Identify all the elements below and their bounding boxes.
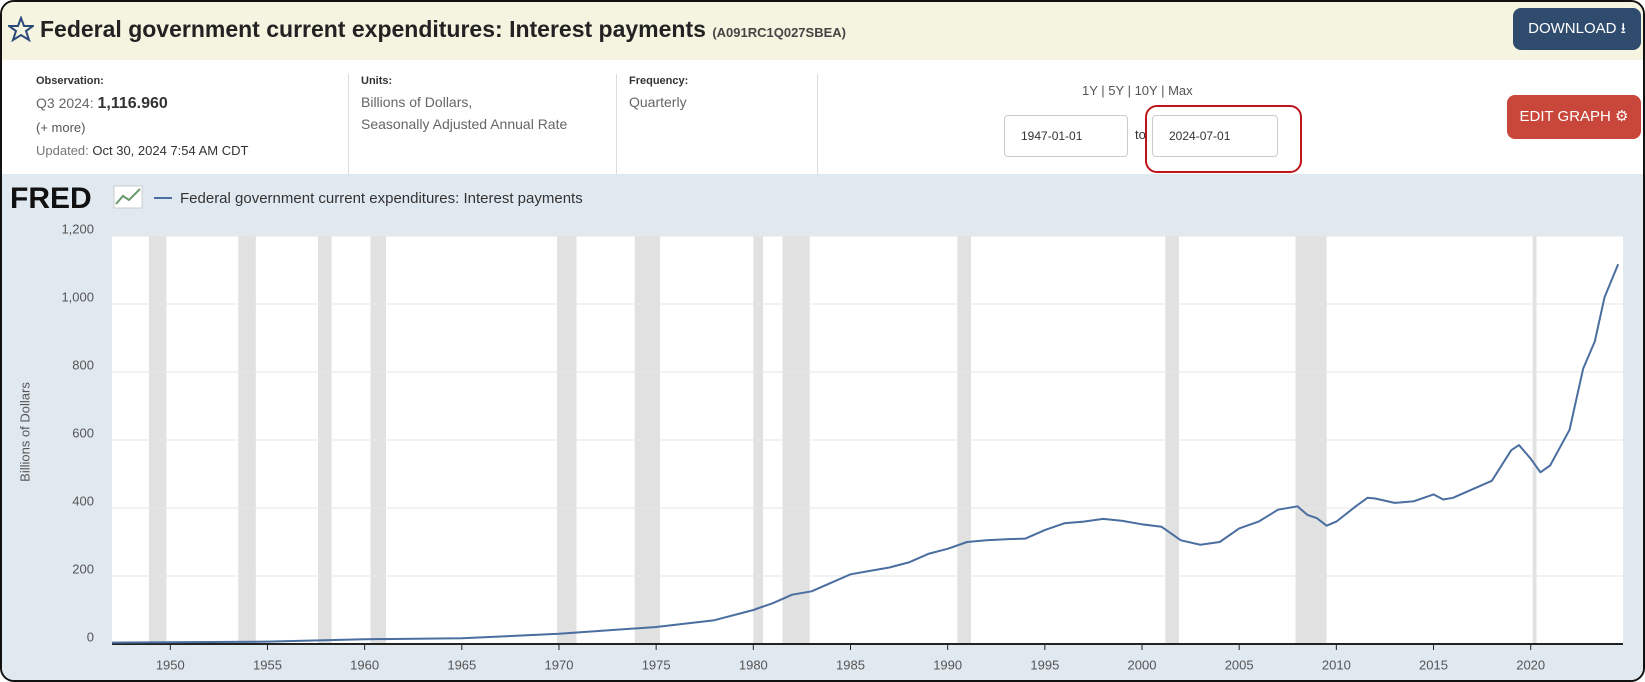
highlight-box bbox=[1145, 105, 1302, 173]
series-id: (A091RC1Q027SBEA) bbox=[712, 25, 846, 40]
updated-date: Oct 30, 2024 7:54 AM CDT bbox=[92, 143, 249, 158]
range-link[interactable]: 5Y bbox=[1108, 83, 1124, 98]
divider bbox=[348, 74, 349, 174]
to-label: to bbox=[1135, 127, 1146, 142]
x-tick-label: 1975 bbox=[642, 657, 671, 672]
chart: FRED Federal government current expendit… bbox=[2, 174, 1643, 680]
x-tick-label: 1955 bbox=[253, 657, 282, 672]
units-line: Billions of Dollars, bbox=[361, 94, 473, 110]
download-label: DOWNLOAD bbox=[1528, 20, 1617, 37]
logo-icon bbox=[115, 188, 141, 205]
frequency-label: Frequency: bbox=[629, 75, 689, 87]
x-tick-label: 2020 bbox=[1516, 657, 1545, 672]
units-label: Units: bbox=[361, 75, 393, 87]
y-tick-label: 1,200 bbox=[61, 221, 94, 236]
observation-label: Observation: bbox=[36, 75, 104, 87]
edit-label: EDIT GRAPH bbox=[1519, 108, 1611, 125]
end-date-input[interactable]: 2024-07-01 bbox=[1152, 115, 1278, 157]
legend-label: Federal government current expenditures:… bbox=[180, 190, 583, 207]
x-tick-label: 2010 bbox=[1322, 657, 1351, 672]
frequency-value: Quarterly bbox=[629, 94, 687, 110]
range-link[interactable]: Max bbox=[1168, 83, 1193, 98]
y-tick-label: 200 bbox=[72, 561, 94, 576]
x-tick-label: 1990 bbox=[933, 657, 962, 672]
y-tick-label: 400 bbox=[72, 493, 94, 508]
x-tick-label: 1960 bbox=[350, 657, 379, 672]
favorite-star[interactable] bbox=[8, 16, 34, 42]
x-tick-label: 1985 bbox=[836, 657, 865, 672]
range-link[interactable]: 10Y bbox=[1134, 83, 1158, 98]
y-tick-label: 600 bbox=[72, 425, 94, 440]
start-date-input[interactable]: 1947-01-01 bbox=[1004, 115, 1128, 157]
x-tick-label: 1980 bbox=[739, 657, 768, 672]
divider bbox=[616, 74, 617, 174]
data-line bbox=[111, 263, 1620, 644]
divider bbox=[817, 74, 818, 174]
fred-logo: FRED bbox=[10, 182, 92, 215]
x-tick-label: 2005 bbox=[1225, 657, 1254, 672]
x-tick-label: 2000 bbox=[1128, 657, 1157, 672]
download-button[interactable]: DOWNLOAD ⭳ bbox=[1513, 8, 1641, 50]
edit-graph-button[interactable]: EDIT GRAPH ⚙ bbox=[1507, 95, 1641, 139]
y-axis-label: Billions of Dollars bbox=[17, 382, 32, 482]
x-tick-label: 1970 bbox=[545, 657, 574, 672]
title-text: Federal government current expenditures:… bbox=[40, 16, 706, 42]
series-title: Federal government current expenditures:… bbox=[40, 16, 846, 43]
units-line: Seasonally Adjusted Annual Rate bbox=[361, 116, 568, 132]
updated-label: Updated: bbox=[36, 143, 89, 158]
range-links: 1Y | 5Y | 10Y | Max bbox=[1082, 83, 1193, 98]
y-tick-label: 800 bbox=[72, 357, 94, 372]
x-tick-label: 2015 bbox=[1419, 657, 1448, 672]
more-link[interactable]: (+ more) bbox=[36, 120, 86, 135]
header-bar bbox=[2, 2, 1643, 60]
y-tick-label: 0 bbox=[87, 629, 94, 644]
x-tick-label: 1995 bbox=[1030, 657, 1059, 672]
observation-period: Q3 2024: bbox=[36, 95, 94, 111]
logo-icon bbox=[113, 185, 143, 209]
range-link[interactable]: 1Y bbox=[1082, 83, 1098, 98]
x-tick-label: 1950 bbox=[156, 657, 185, 672]
x-tick-label: 1965 bbox=[447, 657, 476, 672]
y-tick-label: 1,000 bbox=[61, 289, 94, 304]
observation-value: 1,116.960 bbox=[97, 95, 168, 112]
